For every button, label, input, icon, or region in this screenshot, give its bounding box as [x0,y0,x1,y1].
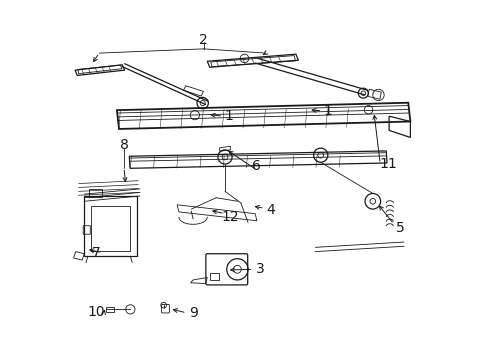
Text: 1: 1 [224,109,232,123]
Text: 8: 8 [119,138,128,152]
Text: 4: 4 [266,203,275,217]
Text: 11: 11 [378,157,396,171]
Text: 9: 9 [188,306,197,320]
Text: 10: 10 [87,305,105,319]
Text: 3: 3 [256,262,264,276]
Text: 1: 1 [323,104,331,118]
Text: 7: 7 [92,246,101,260]
Text: 2: 2 [199,33,208,47]
Text: 12: 12 [221,210,239,224]
Text: 6: 6 [252,159,261,173]
Text: 5: 5 [395,221,404,235]
